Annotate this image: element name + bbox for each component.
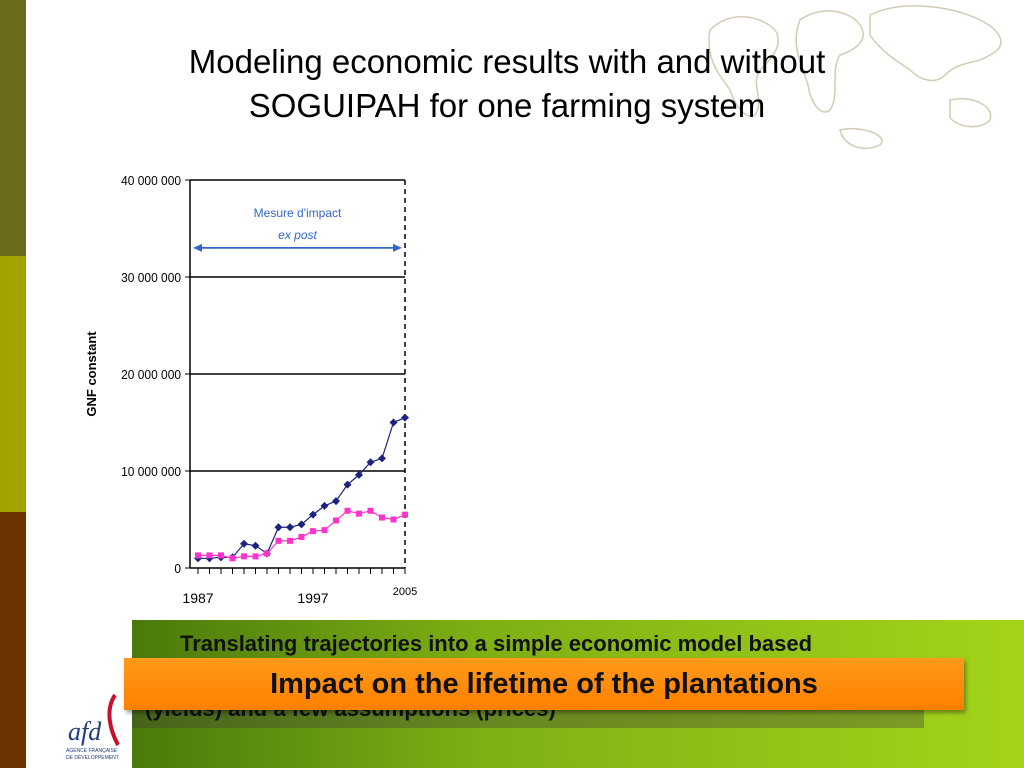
data-point-square (195, 552, 201, 559)
partially-hidden-text-line1: Translating trajectories into a simple e… (180, 631, 813, 656)
data-point-diamond (343, 480, 352, 489)
data-point-diamond (320, 501, 329, 510)
data-point-square (310, 528, 316, 535)
x-tick-label: 1987 (182, 590, 213, 606)
annotation-line1: Mesure d'impact (254, 206, 342, 220)
slide-title: Modeling economic results with and witho… (188, 43, 826, 124)
data-point-diamond (401, 413, 409, 422)
arrow-head-left (193, 243, 202, 252)
data-point-diamond (366, 458, 375, 467)
svg-text:afd: afd (68, 717, 102, 746)
world-map-watermark (708, 5, 1002, 149)
annotation-line2: ex post (278, 228, 317, 242)
data-point-diamond (297, 520, 306, 529)
y-axis-label: GNF constant (84, 331, 99, 417)
data-point-diamond (332, 497, 340, 506)
data-point-square (206, 552, 213, 559)
data-point-square (379, 514, 385, 521)
impact-line-chart: 0 10 000 000 20 000 000 30 000 000 40 000 00… (84, 174, 417, 606)
data-point-diamond (240, 539, 248, 548)
side-stripe-top (0, 0, 26, 256)
data-point-square (344, 507, 351, 514)
data-point-square (241, 553, 247, 560)
impact-banner: Impact on the lifetime of the plantation… (124, 658, 964, 710)
data-point-square (287, 537, 293, 544)
y-tick-label: 10 000 000 (121, 465, 181, 480)
data-point-square (252, 553, 259, 560)
data-point-square (356, 510, 362, 517)
svg-text:AGENCE FRANÇAISE: AGENCE FRANÇAISE (66, 748, 118, 754)
svg-text:DE DÉVELOPPEMENT: DE DÉVELOPPEMENT (66, 754, 119, 761)
data-point-diamond (286, 523, 294, 532)
side-stripe-middle (0, 256, 26, 512)
side-stripe-bottom (0, 512, 26, 768)
data-point-diamond (389, 418, 398, 427)
y-tick-label: 40 000 000 (121, 174, 181, 189)
data-point-square (402, 511, 408, 518)
data-point-square (333, 517, 339, 524)
data-point-diamond (274, 523, 283, 532)
arrow-head-right (393, 243, 402, 252)
data-point-square (275, 537, 282, 544)
y-tick-label: 0 (174, 562, 181, 577)
x-tick-label: 1997 (297, 590, 328, 606)
data-point-square (367, 507, 374, 514)
data-point-square (321, 527, 328, 534)
afd-logo: afd AGENCE FRANÇAISE DE DÉVELOPPEMENT (66, 693, 120, 761)
data-point-square (390, 516, 397, 523)
y-tick-label: 30 000 000 (121, 271, 181, 286)
data-point-diamond (378, 454, 386, 463)
data-point-square (218, 552, 224, 559)
y-tick-label: 20 000 000 (121, 368, 181, 383)
data-point-square (298, 533, 305, 540)
data-point-square (229, 555, 236, 562)
data-point-diamond (309, 510, 317, 519)
x-tick-label: 2005 (393, 586, 417, 598)
data-point-square (264, 550, 270, 557)
text-highlight-bar (132, 706, 924, 728)
data-point-diamond (355, 470, 363, 479)
data-point-diamond (251, 541, 260, 550)
